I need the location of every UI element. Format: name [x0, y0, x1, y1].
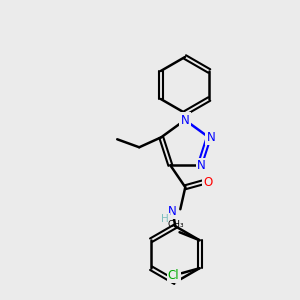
Text: N: N	[168, 205, 177, 218]
Text: H: H	[161, 214, 169, 224]
Text: CH₃: CH₃	[167, 220, 184, 229]
Text: N: N	[206, 131, 215, 144]
Text: N: N	[181, 113, 189, 127]
Text: Cl: Cl	[168, 269, 179, 282]
Text: O: O	[204, 176, 213, 189]
Text: N: N	[197, 159, 206, 172]
